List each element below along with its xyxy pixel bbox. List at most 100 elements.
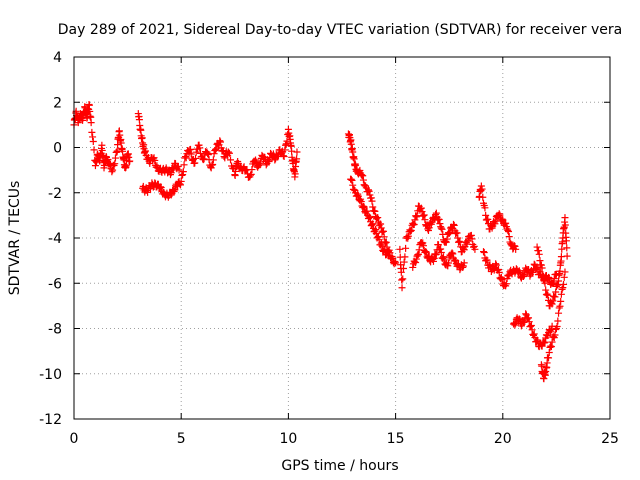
data-point bbox=[399, 264, 407, 272]
data-point bbox=[85, 101, 93, 109]
data-point bbox=[293, 148, 301, 156]
data-point bbox=[375, 236, 383, 244]
data-point bbox=[149, 155, 157, 163]
tick-layer bbox=[73, 56, 611, 420]
data-point bbox=[460, 259, 468, 267]
data-point bbox=[365, 213, 373, 221]
data-point bbox=[363, 207, 371, 215]
data-point bbox=[224, 148, 232, 156]
data-point bbox=[550, 275, 558, 283]
data-point bbox=[419, 212, 427, 220]
data-point bbox=[552, 326, 560, 334]
data-point bbox=[208, 161, 216, 169]
data-point bbox=[209, 156, 217, 164]
data-point bbox=[555, 304, 563, 312]
data-point bbox=[481, 204, 489, 212]
data-point bbox=[527, 321, 535, 329]
data-point bbox=[109, 166, 117, 174]
data-point bbox=[548, 338, 556, 346]
data-point bbox=[495, 210, 503, 218]
data-point bbox=[397, 268, 405, 276]
data-point bbox=[557, 297, 565, 305]
data-point bbox=[551, 331, 559, 339]
data-point bbox=[421, 216, 429, 224]
x-tick-label: 10 bbox=[279, 431, 297, 447]
data-point bbox=[360, 203, 368, 211]
data-point bbox=[407, 226, 415, 234]
data-point bbox=[200, 155, 208, 163]
data-point bbox=[210, 150, 218, 158]
data-point bbox=[528, 326, 536, 334]
y-tick-label: 0 bbox=[53, 141, 62, 157]
data-point bbox=[186, 145, 194, 153]
data-point bbox=[191, 154, 199, 162]
data-point bbox=[439, 253, 447, 261]
data-point bbox=[538, 264, 546, 272]
data-point bbox=[535, 247, 543, 255]
data-point bbox=[401, 253, 409, 261]
data-point bbox=[288, 147, 296, 155]
data-point bbox=[409, 263, 417, 271]
x-tick-label: 5 bbox=[177, 431, 186, 447]
data-point bbox=[365, 187, 373, 195]
data-point bbox=[455, 237, 463, 245]
y-tick-label: -2 bbox=[48, 186, 62, 202]
data-point bbox=[368, 197, 376, 205]
data-point bbox=[170, 188, 178, 196]
data-point bbox=[550, 292, 558, 300]
data-point bbox=[560, 280, 568, 288]
data-point bbox=[541, 338, 549, 346]
data-point bbox=[216, 137, 224, 145]
data-point bbox=[167, 169, 175, 177]
data-point bbox=[279, 152, 287, 160]
data-point bbox=[281, 146, 289, 154]
data-point bbox=[357, 171, 365, 179]
data-point bbox=[550, 279, 558, 287]
data-point bbox=[384, 248, 392, 256]
data-point bbox=[432, 250, 440, 258]
data-point bbox=[111, 160, 119, 168]
data-point bbox=[443, 235, 451, 243]
data-point bbox=[415, 246, 423, 254]
data-point bbox=[398, 276, 406, 284]
data-point bbox=[212, 146, 220, 154]
data-point bbox=[432, 209, 440, 217]
y-tick-label: -8 bbox=[48, 322, 62, 338]
y-axis-label: SDTVAR / TECUs bbox=[7, 181, 23, 296]
data-point bbox=[541, 279, 549, 287]
data-point bbox=[175, 166, 183, 174]
data-point bbox=[359, 176, 367, 184]
data-point bbox=[111, 154, 119, 162]
data-point bbox=[391, 258, 399, 265]
data-point bbox=[357, 198, 365, 206]
data-point bbox=[536, 257, 544, 265]
data-point bbox=[535, 250, 543, 258]
data-point bbox=[540, 339, 548, 347]
data-point bbox=[412, 213, 420, 221]
data-point bbox=[561, 268, 569, 276]
data-point bbox=[171, 186, 179, 194]
data-point bbox=[453, 229, 461, 237]
data-point bbox=[525, 318, 533, 326]
data-point bbox=[504, 226, 512, 234]
data-point bbox=[174, 162, 182, 170]
data-point bbox=[414, 250, 422, 258]
data-point bbox=[135, 116, 143, 124]
data-point bbox=[356, 197, 364, 205]
data-point bbox=[547, 343, 555, 351]
data-point bbox=[552, 288, 560, 296]
data-point bbox=[495, 268, 503, 276]
data-point bbox=[179, 168, 187, 176]
data-point bbox=[492, 260, 500, 268]
data-point bbox=[551, 293, 559, 301]
data-point bbox=[209, 161, 217, 169]
data-point bbox=[445, 229, 453, 237]
data-point bbox=[505, 233, 513, 241]
data-point bbox=[478, 185, 486, 193]
data-point bbox=[88, 128, 96, 136]
data-point bbox=[378, 228, 386, 236]
data-point bbox=[437, 245, 445, 253]
data-point bbox=[410, 220, 418, 228]
y-tick-label: -4 bbox=[48, 231, 62, 247]
tick-labels: 0 5 10 15 20 25 -12 -10 -8 -6 -4 -2 0 2 4 bbox=[39, 50, 619, 447]
